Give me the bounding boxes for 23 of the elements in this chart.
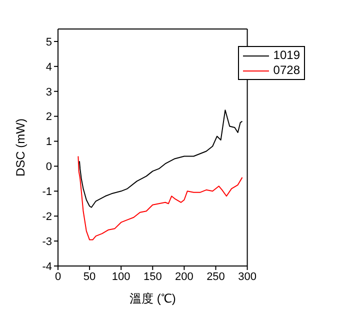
legend-label: 0728: [273, 63, 300, 78]
x-tick-label: 100: [112, 270, 130, 283]
y-tick-label: -3: [42, 236, 52, 248]
y-tick-label: 0: [46, 161, 52, 174]
y-tick-label: 1: [46, 136, 52, 148]
line-series: [78, 110, 243, 208]
y-tick-label: -2: [42, 211, 52, 224]
y-tick-label: 2: [46, 111, 52, 124]
y-tick-label: -1: [42, 186, 52, 198]
x-tick-label: 200: [175, 270, 194, 283]
y-axis-title: DSC (mW): [13, 118, 28, 176]
y-tick-label: 5: [46, 36, 52, 48]
x-tick-label: 300: [238, 270, 256, 283]
line-series: [78, 156, 243, 240]
x-axis-title: 溫度 (℃): [129, 292, 176, 306]
y-tick-label: 4: [46, 61, 52, 74]
y-tick-label: 3: [46, 86, 52, 98]
x-tick-label: 150: [143, 270, 162, 283]
x-tick-label: 0: [54, 270, 62, 283]
legend-label: 1019: [273, 48, 300, 63]
x-tick-label: 250: [206, 270, 225, 283]
x-tick-label: 50: [83, 270, 96, 283]
y-tick-label: -4: [42, 260, 52, 273]
